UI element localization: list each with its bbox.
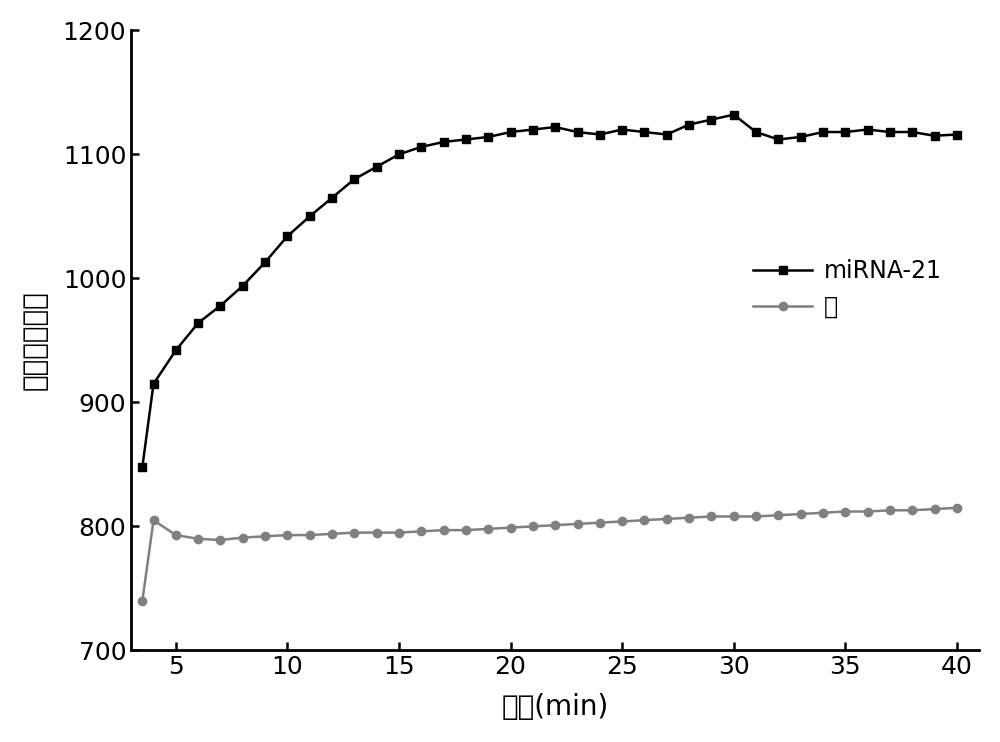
- 水: [259, 532, 271, 541]
- miRNA-21: [192, 318, 204, 327]
- miRNA-21: [906, 128, 918, 137]
- miRNA-21: [661, 130, 673, 139]
- miRNA-21: [705, 115, 717, 124]
- 水: [906, 506, 918, 515]
- 水: [638, 516, 650, 525]
- 水: [214, 536, 226, 545]
- miRNA-21: [884, 128, 896, 137]
- miRNA-21: [415, 142, 427, 151]
- miRNA-21: [505, 128, 517, 137]
- 水: [862, 507, 874, 516]
- miRNA-21: [862, 125, 874, 134]
- Y-axis label: 荧光信号强度: 荧光信号强度: [21, 291, 49, 390]
- 水: [460, 525, 472, 534]
- 水: [281, 531, 293, 539]
- miRNA-21: [482, 133, 494, 142]
- miRNA-21: [148, 379, 160, 388]
- miRNA-21: [951, 130, 963, 139]
- miRNA-21: [817, 128, 829, 137]
- miRNA-21: [170, 346, 182, 355]
- 水: [527, 522, 539, 531]
- 水: [549, 521, 561, 530]
- miRNA-21: [572, 128, 584, 137]
- miRNA-21: [393, 150, 405, 159]
- Legend: miRNA-21, 水: miRNA-21, 水: [753, 259, 942, 319]
- 水: [705, 512, 717, 521]
- miRNA-21: [638, 128, 650, 137]
- Line: miRNA-21: miRNA-21: [138, 111, 961, 471]
- 水: [237, 533, 249, 542]
- 水: [728, 512, 740, 521]
- 水: [884, 506, 896, 515]
- 水: [326, 529, 338, 538]
- 水: [750, 512, 762, 521]
- miRNA-21: [750, 128, 762, 137]
- 水: [772, 510, 784, 519]
- 水: [929, 505, 941, 513]
- 水: [683, 513, 695, 522]
- miRNA-21: [304, 212, 316, 221]
- miRNA-21: [348, 174, 360, 183]
- 水: [661, 514, 673, 523]
- 水: [192, 534, 204, 543]
- miRNA-21: [460, 135, 472, 144]
- miRNA-21: [549, 122, 561, 131]
- miRNA-21: [371, 162, 383, 171]
- miRNA-21: [214, 301, 226, 310]
- 水: [371, 528, 383, 537]
- 水: [594, 518, 606, 527]
- 水: [438, 525, 450, 534]
- 水: [348, 528, 360, 537]
- 水: [572, 519, 584, 528]
- miRNA-21: [795, 133, 807, 142]
- 水: [136, 597, 148, 605]
- 水: [817, 508, 829, 517]
- 水: [505, 523, 517, 532]
- miRNA-21: [237, 281, 249, 290]
- miRNA-21: [326, 194, 338, 203]
- miRNA-21: [594, 130, 606, 139]
- miRNA-21: [616, 125, 628, 134]
- Line: 水: 水: [138, 504, 961, 605]
- 水: [170, 531, 182, 539]
- miRNA-21: [259, 257, 271, 266]
- 水: [148, 516, 160, 525]
- 水: [482, 525, 494, 533]
- miRNA-21: [281, 232, 293, 240]
- 水: [393, 528, 405, 537]
- miRNA-21: [438, 137, 450, 146]
- miRNA-21: [728, 111, 740, 119]
- 水: [951, 503, 963, 512]
- miRNA-21: [527, 125, 539, 134]
- X-axis label: 时间(min): 时间(min): [502, 693, 609, 721]
- 水: [839, 507, 851, 516]
- 水: [616, 517, 628, 526]
- miRNA-21: [683, 120, 695, 129]
- 水: [795, 510, 807, 519]
- miRNA-21: [929, 131, 941, 140]
- 水: [415, 527, 427, 536]
- miRNA-21: [772, 135, 784, 144]
- miRNA-21: [839, 128, 851, 137]
- 水: [304, 531, 316, 539]
- miRNA-21: [136, 462, 148, 471]
